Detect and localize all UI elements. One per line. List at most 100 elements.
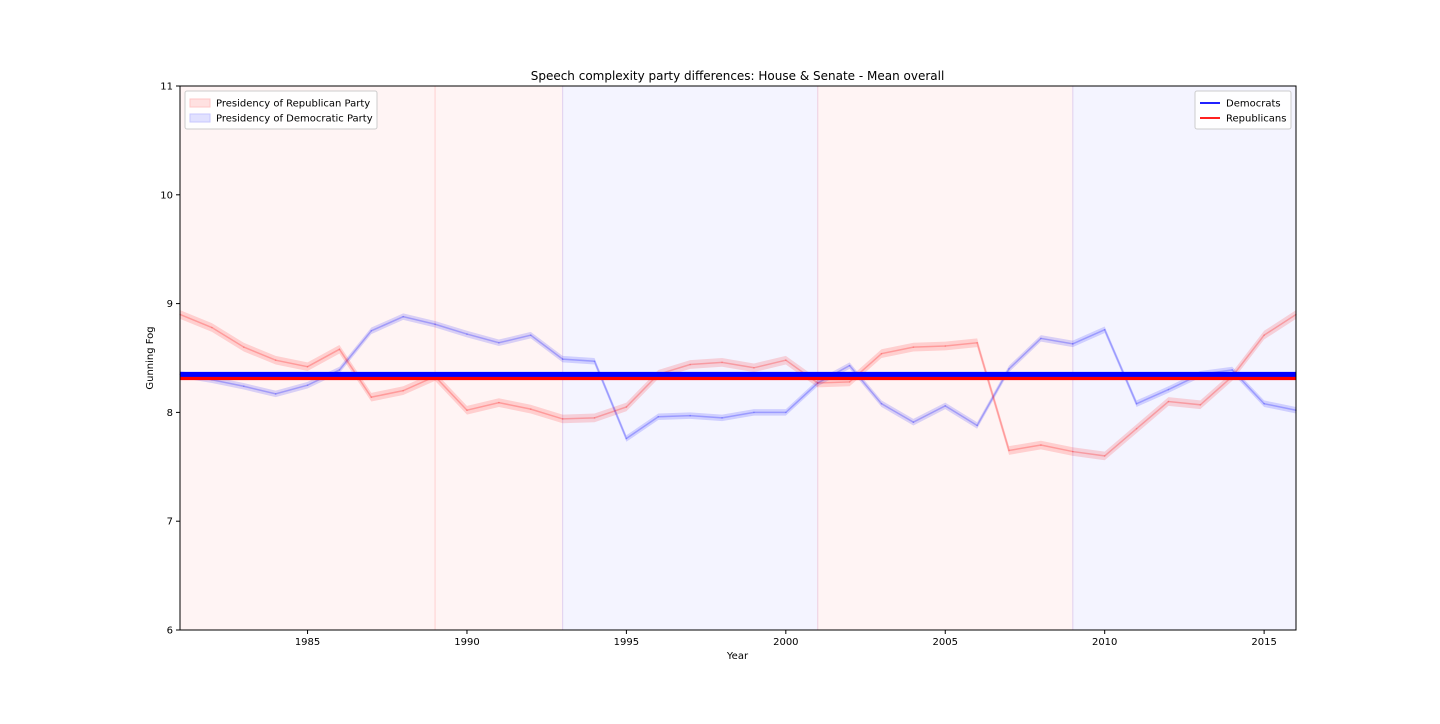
republicans-point bbox=[466, 409, 468, 412]
series-layer bbox=[179, 310, 1297, 461]
republicans-point bbox=[498, 401, 500, 404]
legend-frame bbox=[1194, 90, 1292, 130]
x-axis-title: Year bbox=[726, 651, 749, 662]
democrats-point bbox=[498, 341, 500, 344]
legend-label: Presidency of Democratic Party bbox=[216, 114, 373, 125]
republicans-point bbox=[816, 382, 819, 384]
democrats-point bbox=[1135, 402, 1138, 405]
democrats-point bbox=[1008, 368, 1010, 370]
legend-label: Presidency of Republican Party bbox=[216, 99, 370, 110]
republicans-point bbox=[880, 352, 883, 355]
democrats-point bbox=[1103, 328, 1106, 331]
republicans-point bbox=[976, 341, 978, 344]
y-tick-label: 6 bbox=[167, 626, 173, 637]
republicans-point bbox=[1103, 455, 1106, 457]
democrats-point bbox=[976, 424, 978, 427]
x-tick-label: 1995 bbox=[614, 637, 639, 648]
democrats-point bbox=[721, 417, 723, 419]
democrats-point bbox=[785, 411, 787, 414]
legend-swatch bbox=[189, 113, 211, 123]
democrats-point bbox=[561, 358, 564, 360]
y-axis-title: Gunning Fog bbox=[145, 326, 156, 389]
x-tick-label: 1985 bbox=[295, 637, 320, 648]
democrats-point bbox=[434, 323, 436, 326]
democrats-point bbox=[1040, 337, 1042, 340]
x-tick-label: 2010 bbox=[1092, 637, 1117, 648]
republicans-point bbox=[1167, 400, 1170, 403]
republicans-point bbox=[274, 359, 277, 361]
republicans-point bbox=[402, 389, 405, 392]
republicans-line bbox=[179, 313, 1297, 457]
democrats-point bbox=[625, 437, 628, 440]
chart-title: Speech complexity party differences: Hou… bbox=[531, 69, 945, 83]
republicans-point bbox=[370, 396, 373, 398]
democrats-point bbox=[274, 393, 277, 395]
republicans-point bbox=[944, 345, 947, 347]
democrats-point bbox=[753, 411, 755, 414]
democrats-point bbox=[1072, 343, 1074, 345]
democrats-point bbox=[466, 333, 468, 335]
presidency-span-republican-1989 bbox=[434, 85, 564, 631]
x-tick-label: 1990 bbox=[454, 637, 479, 648]
republicans-point bbox=[912, 346, 915, 348]
democrats-point bbox=[880, 402, 883, 405]
democrats-point bbox=[306, 384, 309, 387]
democrats-point bbox=[1167, 388, 1170, 391]
democrats-point bbox=[1231, 369, 1234, 371]
presidency-span-republican-1981 bbox=[179, 85, 436, 631]
republicans-point bbox=[1040, 444, 1042, 446]
democrats-point bbox=[529, 334, 532, 336]
republicans-point bbox=[1263, 334, 1265, 336]
y-tick-label: 10 bbox=[160, 190, 173, 201]
y-tick-label: 9 bbox=[167, 299, 173, 310]
democrats-point bbox=[848, 364, 851, 367]
legend-label: Republicans bbox=[1226, 114, 1286, 125]
presidency-span-democratic-2009 bbox=[1072, 85, 1297, 631]
republicans-point bbox=[593, 417, 596, 419]
y-tick-label: 11 bbox=[160, 82, 173, 93]
republicans-point bbox=[338, 348, 341, 351]
democrats-point bbox=[242, 385, 245, 388]
democrats-line bbox=[179, 315, 1297, 440]
legend-presidency: Presidency of Republican Party Presidency… bbox=[184, 90, 378, 130]
y-tick-label: 7 bbox=[167, 517, 173, 528]
republicans-point bbox=[242, 346, 245, 348]
republicans-point bbox=[1008, 449, 1010, 452]
democrats-point bbox=[370, 330, 373, 332]
plot-frame bbox=[179, 85, 1297, 631]
republicans-point bbox=[689, 363, 691, 366]
democrats-point bbox=[657, 415, 660, 418]
legend-parties: Democrats Republicans bbox=[1194, 90, 1292, 130]
republicans-point bbox=[753, 366, 755, 369]
democrats-point bbox=[944, 405, 947, 407]
democrats-point bbox=[402, 315, 405, 318]
democrats-point bbox=[689, 414, 691, 417]
republicans-point bbox=[625, 406, 628, 408]
presidency-span-republican-2001 bbox=[817, 85, 1074, 631]
democrats-point bbox=[912, 421, 915, 423]
democrats-confidence-band bbox=[180, 313, 1296, 442]
x-tick-label: 2015 bbox=[1251, 637, 1276, 648]
x-tick-label: 2005 bbox=[933, 637, 958, 648]
legend-frame bbox=[184, 90, 378, 130]
democrats-point bbox=[593, 360, 596, 363]
republicans-point bbox=[211, 326, 213, 329]
democrats-point bbox=[1263, 402, 1265, 405]
y-tick-label: 8 bbox=[167, 408, 173, 419]
republicans-point bbox=[721, 361, 723, 364]
presidency-shading bbox=[179, 85, 1297, 631]
axes: 1985 1990 1995 2000 2005 2010 2015 6 7 8 9 10 11 bbox=[160, 82, 1297, 648]
democrats-point bbox=[338, 369, 341, 371]
republicans-point bbox=[848, 381, 851, 383]
republicans-point bbox=[1135, 427, 1138, 430]
x-tick-label: 2000 bbox=[773, 637, 798, 648]
republicans-point bbox=[1199, 403, 1202, 406]
republicans-point bbox=[785, 359, 787, 361]
republicans-point bbox=[529, 408, 532, 410]
legend-swatch bbox=[189, 98, 211, 108]
republicans-point bbox=[1072, 450, 1074, 453]
republicans-point bbox=[306, 365, 309, 368]
republicans-point bbox=[561, 418, 564, 420]
